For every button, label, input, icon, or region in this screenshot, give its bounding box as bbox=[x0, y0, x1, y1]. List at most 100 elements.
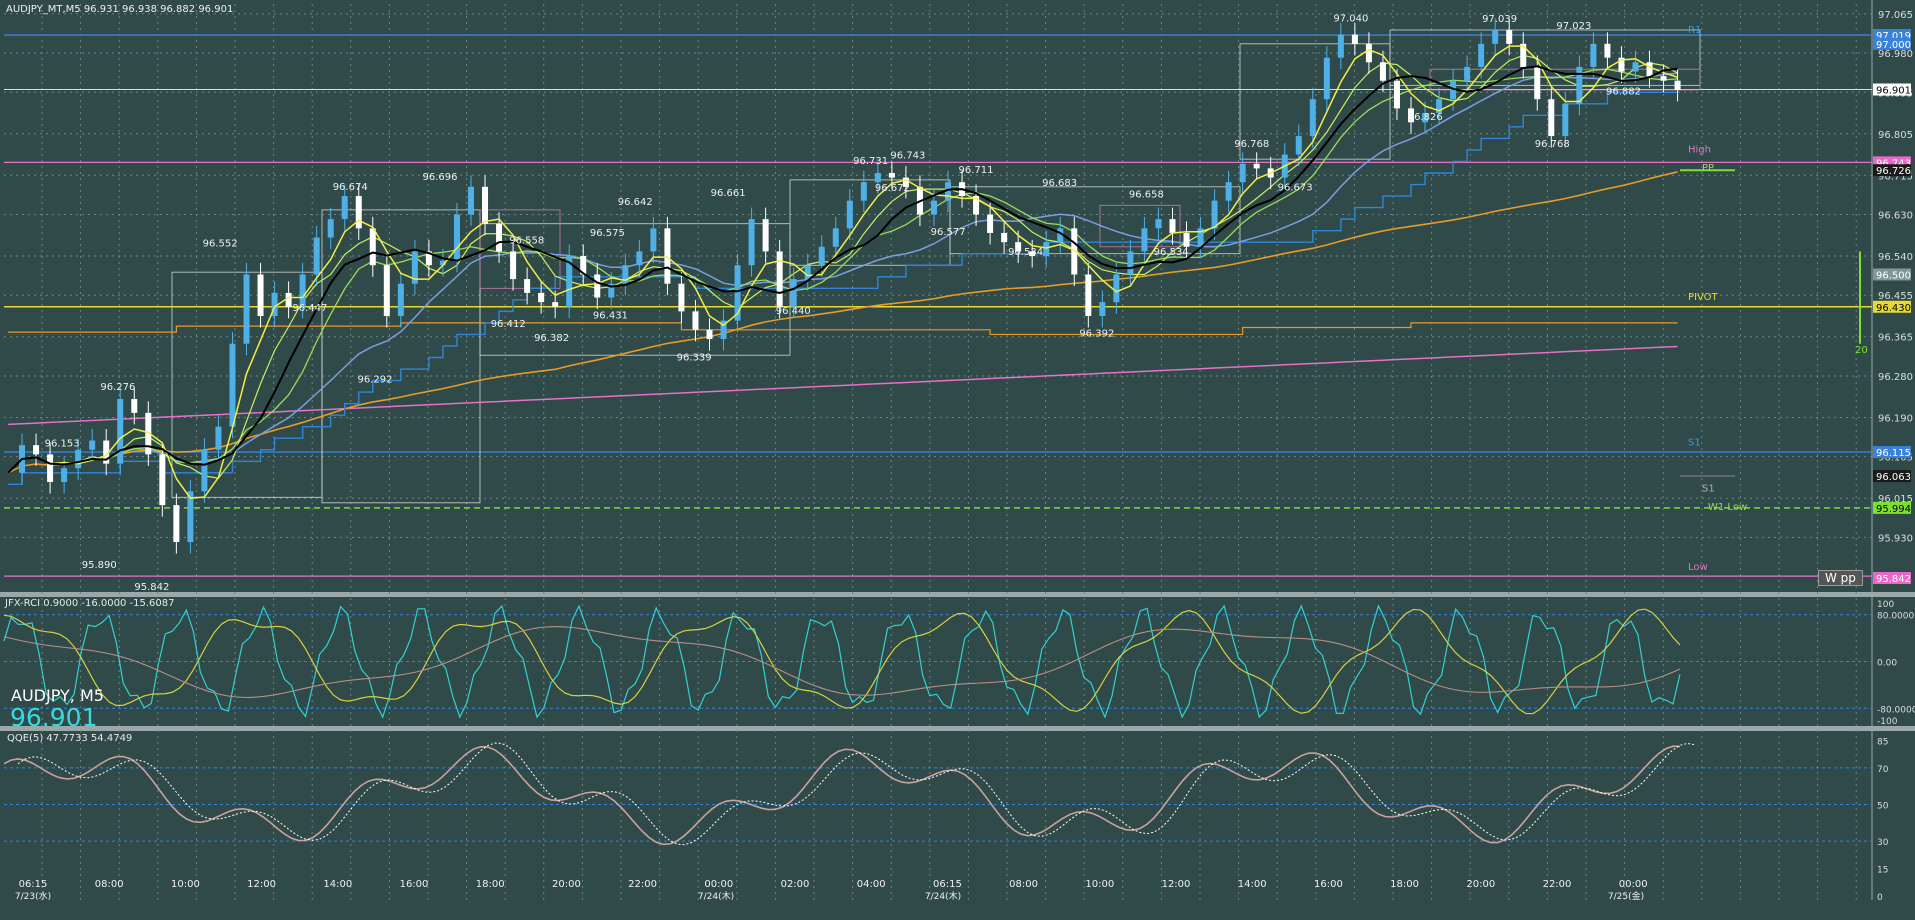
price-axis-tick: 96.190 bbox=[1878, 413, 1913, 424]
panel-separator bbox=[0, 592, 1915, 597]
price-candle bbox=[1113, 274, 1120, 303]
price-tag-box bbox=[1873, 83, 1911, 96]
price-axis-tick: 96.805 bbox=[1878, 130, 1913, 141]
price-candle bbox=[271, 292, 278, 316]
price-annotation: 96.673 bbox=[1278, 183, 1313, 194]
price-candle bbox=[1478, 43, 1485, 67]
time-axis-tick: 10:00 bbox=[1085, 879, 1114, 890]
price-annotation: 96.534 bbox=[1008, 247, 1043, 258]
price-candle bbox=[1365, 43, 1372, 63]
price-annotation: 95.842 bbox=[134, 582, 169, 593]
level-label: S1 bbox=[1688, 437, 1701, 448]
price-annotation: 96.382 bbox=[534, 333, 569, 344]
price-tag-box bbox=[1873, 501, 1911, 514]
price-candle bbox=[1436, 99, 1443, 114]
level-label: Low bbox=[1688, 562, 1708, 573]
price-candle bbox=[1548, 99, 1555, 137]
price-candle bbox=[594, 274, 601, 298]
time-axis-tick: 08:00 bbox=[1009, 879, 1038, 890]
price-candle bbox=[1001, 232, 1008, 243]
price-candle bbox=[341, 196, 348, 220]
price-candle bbox=[1492, 29, 1499, 44]
price-candle bbox=[1169, 219, 1176, 233]
price-candle bbox=[173, 505, 180, 543]
qqe-main-line bbox=[3, 745, 1681, 846]
price-candle bbox=[678, 283, 685, 312]
session-range-box bbox=[949, 186, 1241, 255]
price-annotation: 96.826 bbox=[1408, 112, 1443, 123]
time-axis-tick: 14:00 bbox=[323, 879, 352, 890]
rci-axis-tick: 80.0000 bbox=[1877, 612, 1914, 622]
price-axis-tick: 96.540 bbox=[1878, 252, 1913, 263]
price-candle bbox=[1099, 302, 1106, 316]
price-candle bbox=[131, 399, 138, 413]
price-annotation: 96.558 bbox=[509, 236, 544, 247]
price-annotation: 96.153 bbox=[45, 439, 80, 450]
qqe-signal-line bbox=[17, 742, 1695, 846]
ma-black-line bbox=[7, 65, 1678, 474]
price-candle bbox=[453, 214, 460, 261]
price-annotation: 96.392 bbox=[1079, 328, 1114, 339]
price-tag-box bbox=[1873, 572, 1911, 584]
price-annotation: 96.431 bbox=[593, 310, 628, 321]
price-candle bbox=[1618, 57, 1625, 72]
price-annotation: 96.882 bbox=[1606, 86, 1641, 97]
price-tag-label: 96.743 bbox=[1876, 158, 1911, 169]
time-axis-date: 7/24(木) bbox=[925, 890, 961, 902]
price-tag-label: 97.000 bbox=[1876, 40, 1911, 51]
price-candle bbox=[285, 292, 292, 307]
price-annotation: 96.577 bbox=[931, 227, 966, 238]
qqe-indicator-label: QQE(5) 47.7733 54.4749 bbox=[7, 733, 133, 744]
price-candle bbox=[734, 265, 741, 321]
price-candle bbox=[608, 283, 615, 298]
level-label: PP bbox=[1702, 163, 1714, 174]
price-candle bbox=[902, 177, 909, 187]
price-candle bbox=[650, 228, 657, 252]
price-candle bbox=[1239, 163, 1246, 183]
qqe-axis-tick: 50 bbox=[1877, 802, 1889, 812]
price-candle bbox=[1197, 228, 1204, 247]
price-candle bbox=[664, 228, 671, 284]
ma-step-line bbox=[8, 91, 1678, 486]
rci-mid-line bbox=[3, 608, 1681, 715]
price-candle bbox=[1085, 274, 1092, 316]
price-candle bbox=[215, 426, 222, 450]
time-axis-tick: 18:00 bbox=[476, 879, 505, 890]
time-axis-tick: 06:15 bbox=[19, 879, 48, 890]
price-candle bbox=[1660, 76, 1667, 81]
price-candle bbox=[790, 279, 797, 307]
price-candle bbox=[860, 182, 867, 201]
ma-orange-line bbox=[7, 171, 1678, 474]
price-tag-label: 96.726 bbox=[1876, 166, 1911, 177]
time-axis-tick: 00:00 bbox=[704, 879, 733, 890]
price-candle bbox=[33, 445, 40, 455]
chart-info-label: AUDJPY_MT,M5 96.931 96.938 96.882 96.901 bbox=[6, 4, 234, 15]
price-candle bbox=[1604, 43, 1611, 58]
price-candle bbox=[439, 260, 446, 266]
panel-separator bbox=[0, 726, 1915, 731]
time-axis-tick: 22:00 bbox=[628, 879, 657, 890]
level-label: R1 bbox=[1688, 25, 1701, 36]
price-candle bbox=[1464, 66, 1471, 81]
price-candle bbox=[818, 246, 825, 266]
price-candle bbox=[636, 251, 643, 266]
time-axis-date: 7/25(金) bbox=[1608, 890, 1644, 902]
price-annotation: 96.292 bbox=[357, 374, 392, 385]
price-tag-box bbox=[1873, 164, 1911, 177]
price-annotation: 96.339 bbox=[677, 353, 712, 364]
price-candle bbox=[383, 265, 390, 316]
time-axis-tick: 00:00 bbox=[1619, 879, 1648, 890]
w-pp-label[interactable]: W pp bbox=[1818, 570, 1863, 586]
price-candle bbox=[467, 186, 474, 215]
price-candle bbox=[257, 274, 264, 316]
time-axis-tick: 20:00 bbox=[552, 879, 581, 890]
price-candle bbox=[1422, 113, 1429, 123]
time-axis-tick: 12:00 bbox=[1162, 879, 1191, 890]
qqe-axis-tick: 70 bbox=[1877, 765, 1889, 775]
price-candle bbox=[888, 172, 895, 178]
price-candle bbox=[552, 302, 559, 307]
time-axis-tick: 10:00 bbox=[171, 879, 200, 890]
